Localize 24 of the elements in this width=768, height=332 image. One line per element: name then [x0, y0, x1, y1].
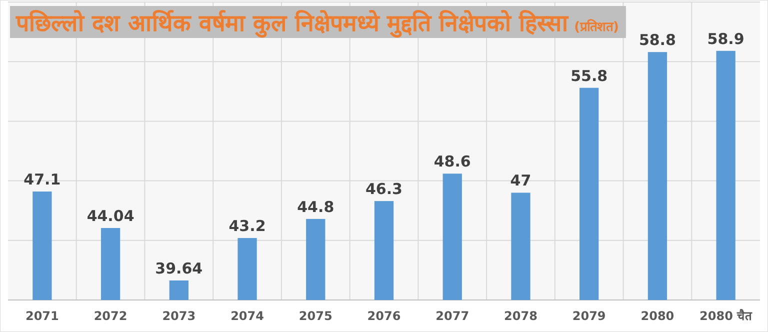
data-label: 55.8 [570, 66, 608, 85]
x-tick-label: 2073 [162, 309, 196, 323]
x-tick-label: 2072 [94, 309, 128, 323]
x-tick-label: 2071 [25, 309, 59, 323]
data-label: 44.04 [86, 207, 134, 226]
x-tick-label: 2077 [436, 309, 470, 323]
data-label: 58.8 [638, 31, 676, 50]
x-tick-label: 2080 [640, 309, 674, 323]
data-label: 47.1 [24, 170, 61, 189]
x-tick-label: 2079 [572, 309, 606, 323]
x-tick-label: 2078 [504, 309, 538, 323]
text: (प्रतिशत) [574, 19, 619, 35]
data-label: 58.9 [707, 30, 744, 48]
x-tick-label: 2080 चैत [700, 309, 754, 323]
data-label: 43.2 [228, 217, 266, 236]
x-tick-label: 2074 [230, 309, 264, 323]
chart-title: पछिल्लो दश आर्थिक वर्षमा कुल निक्षेपमध्ये मुद्दति निक्षेपको हिस्सा [15, 9, 570, 38]
x-tick-label: 2076 [367, 309, 401, 323]
data-label: 47 [510, 172, 532, 190]
data-label: 48.6 [434, 152, 471, 171]
x-tick-label: 2075 [298, 309, 332, 323]
data-label: 44.8 [297, 198, 334, 216]
data-label: 39.64 [155, 259, 203, 278]
data-label: 46.3 [365, 180, 403, 198]
